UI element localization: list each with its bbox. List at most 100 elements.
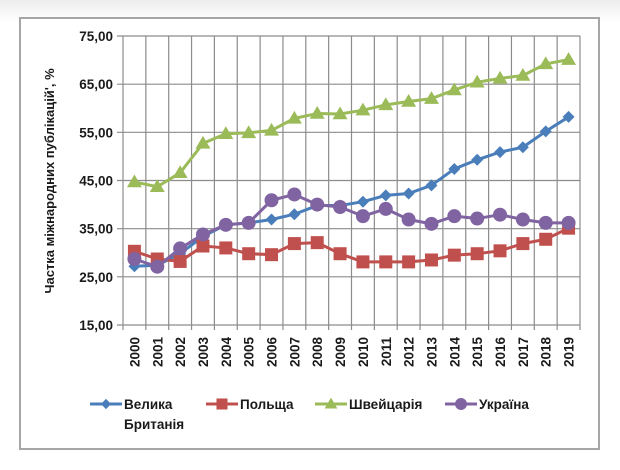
data-point [172, 165, 188, 179]
data-point [424, 216, 439, 231]
y-tick-label: 65,00 [79, 77, 113, 92]
data-point [424, 253, 438, 267]
y-axis-title: Частка міжнародних публікацій', % [42, 68, 57, 294]
data-point [470, 247, 484, 261]
legend-marker [455, 398, 467, 410]
series-2 [126, 52, 577, 193]
data-point [288, 208, 301, 221]
data-point [356, 255, 370, 269]
y-axis-ticks: 15,00 25,00 35,00 45,00 55,00 65,00 75,00 [79, 29, 113, 333]
gridlines [117, 35, 581, 330]
data-point [493, 244, 507, 258]
x-tick-label: 2000 [127, 337, 142, 367]
data-point [333, 247, 347, 261]
data-point [425, 179, 438, 192]
series-1 [127, 221, 576, 269]
data-point [492, 70, 508, 84]
data-point [402, 255, 416, 269]
x-tick-label: 2004 [219, 337, 234, 368]
x-tick-label: 2011 [379, 337, 394, 367]
data-point [173, 254, 187, 268]
data-point [241, 125, 257, 139]
y-tick-label: 35,00 [79, 222, 113, 237]
y-tick-label: 25,00 [79, 270, 113, 285]
data-point [402, 187, 415, 200]
data-point [265, 248, 279, 262]
y-tick-label: 15,00 [79, 318, 113, 333]
data-point [196, 239, 210, 253]
series-group [126, 52, 577, 274]
data-point [471, 153, 484, 166]
data-point [265, 213, 278, 226]
data-point [356, 195, 369, 208]
data-point [515, 67, 531, 81]
data-point [538, 215, 553, 230]
x-tick-label: 2010 [356, 337, 371, 367]
data-point [561, 52, 577, 65]
legend-marker [100, 398, 112, 410]
data-point [127, 252, 142, 267]
legend-label: Швейцарія [349, 397, 422, 412]
legend-label: Велика [124, 397, 173, 412]
data-point [173, 241, 188, 256]
legend-item: Велика Британія [90, 397, 184, 432]
data-point [378, 201, 393, 216]
data-point [448, 162, 461, 175]
legend-label: Британія [124, 417, 184, 432]
data-point [287, 187, 302, 202]
data-point [355, 102, 371, 116]
legend: Велика Британія Польща Швейцарія Україна [90, 397, 529, 432]
x-tick-label: 2018 [539, 337, 554, 368]
data-point [149, 179, 165, 193]
data-point [538, 56, 554, 70]
y-tick-label: 45,00 [79, 174, 113, 189]
legend-marker [216, 398, 228, 410]
x-tick-label: 2016 [493, 337, 508, 368]
data-point [539, 232, 553, 246]
legend-item: Польща [206, 397, 294, 412]
data-point [493, 207, 508, 222]
x-tick-label: 2015 [470, 337, 485, 368]
x-tick-label: 2017 [516, 337, 531, 367]
data-point [355, 209, 370, 224]
x-tick-label: 2009 [333, 337, 348, 367]
legend-item: Швейцарія [315, 397, 422, 412]
data-point [333, 199, 348, 214]
data-point [447, 209, 462, 224]
data-point [264, 193, 279, 208]
data-point [310, 236, 324, 250]
data-point [287, 237, 301, 251]
data-point [378, 97, 394, 111]
x-tick-label: 2019 [562, 337, 577, 367]
data-point [469, 74, 485, 88]
data-point [401, 94, 417, 107]
data-point [447, 248, 461, 262]
data-point [195, 135, 211, 149]
data-point [401, 212, 416, 227]
chart-frame [19, 17, 600, 450]
data-point [195, 227, 210, 242]
x-tick-label: 2001 [150, 337, 165, 368]
x-tick-label: 2003 [196, 337, 211, 368]
legend-label: Україна [479, 397, 529, 412]
data-point [286, 110, 302, 124]
x-tick-label: 2012 [402, 337, 417, 367]
x-tick-label: 2008 [310, 337, 325, 368]
data-point [150, 259, 165, 274]
y-tick-label: 55,00 [79, 125, 113, 140]
data-point [561, 215, 576, 230]
y-tick-label: 75,00 [79, 29, 113, 44]
data-point [470, 211, 485, 226]
data-point [242, 247, 256, 261]
data-point [379, 255, 393, 269]
data-point [310, 197, 325, 212]
data-point [264, 122, 280, 136]
x-tick-label: 2005 [242, 337, 257, 368]
x-tick-label: 2013 [424, 337, 439, 368]
legend-item: Україна [445, 397, 529, 412]
series-3 [127, 187, 576, 274]
x-axis-ticks: 2000 2001 2002 2003 2004 2005 2006 2007 2008 2009… [127, 337, 576, 368]
x-tick-label: 2006 [265, 337, 280, 368]
legend-marker [324, 397, 338, 409]
data-point [516, 237, 530, 251]
